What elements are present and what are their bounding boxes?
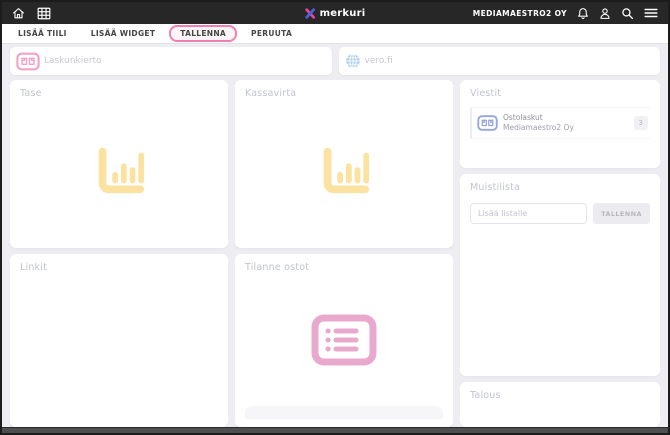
- viestit-item-title: Ostolaskut: [503, 113, 543, 122]
- shortcut-label: vero.fi: [364, 56, 393, 66]
- logo-text: merkuri: [319, 7, 366, 19]
- widget-title: Tilanne ostot: [245, 262, 310, 273]
- bottom-window-edge: [2, 427, 668, 433]
- search-icon[interactable]: [621, 7, 634, 20]
- list-icon: [311, 314, 377, 365]
- widget-muistilista[interactable]: Muistilista TALLENNA: [460, 174, 660, 376]
- invoice-icon: [477, 115, 498, 131]
- globe-icon: [345, 53, 360, 69]
- invoice-circulation-icon: [16, 52, 40, 70]
- menu-item-tallenna[interactable]: TALLENNA: [169, 25, 238, 42]
- merkuri-logo-icon: [305, 7, 316, 19]
- menu-item-lisaa-widget[interactable]: LISÄÄ WIDGET: [90, 29, 156, 38]
- widget-title: Talous: [470, 390, 501, 401]
- user-profile-icon[interactable]: [599, 7, 611, 20]
- viestit-item-subtitle: Mediamaestro2 Oy: [503, 123, 574, 133]
- shortcut-row: Laskunkierto vero.fi: [10, 47, 660, 75]
- unread-count-badge: 3: [633, 116, 648, 131]
- shortcut-label: Laskunkierto: [44, 56, 102, 66]
- muistilista-input[interactable]: [470, 203, 587, 224]
- widget-tase[interactable]: Tase: [10, 80, 228, 248]
- bar-chart-icon: [98, 147, 145, 193]
- company-name[interactable]: MEDIAMAESTRO2 OY: [472, 8, 567, 18]
- shortcut-verofi[interactable]: vero.fi: [338, 47, 660, 75]
- menu-item-peruuta[interactable]: PERUUTA: [251, 29, 293, 38]
- widget-title: Tase: [20, 88, 42, 99]
- topbar: merkuri MEDIAMAESTRO2 OY: [2, 2, 668, 24]
- muistilista-save-button[interactable]: TALLENNA: [593, 203, 650, 224]
- app-logo[interactable]: merkuri: [305, 8, 366, 19]
- edit-menubar: LISÄÄ TIILI LISÄÄ WIDGET TALLENNA PERUUT…: [2, 24, 668, 44]
- widget-title: Linkit: [20, 262, 48, 273]
- widget-tilanne-ostot[interactable]: Tilanne ostot: [235, 254, 453, 427]
- widget-linkit[interactable]: Linkit: [10, 254, 228, 427]
- shortcut-laskunkierto[interactable]: Laskunkierto: [10, 47, 332, 75]
- widget-viestit[interactable]: Viestit Ostolaskut Mediamaestro2 Oy 3: [460, 80, 660, 168]
- menu-item-lisaa-tiili[interactable]: LISÄÄ TIILI: [18, 29, 67, 38]
- home-icon[interactable]: [12, 7, 25, 20]
- widget-title: Viestit: [470, 88, 502, 99]
- widget-title: Muistilista: [470, 182, 521, 193]
- widget-grid: Tase Linkit: [10, 80, 660, 427]
- viestit-item-ostolaskut[interactable]: Ostolaskut Mediamaestro2 Oy 3: [470, 107, 650, 140]
- bar-chart-icon: [323, 147, 370, 193]
- hamburger-menu-icon[interactable]: [644, 7, 658, 19]
- widget-talous[interactable]: Talous: [460, 382, 660, 427]
- notifications-bell-icon[interactable]: [577, 7, 589, 20]
- widget-kassavirta[interactable]: Kassavirta: [235, 80, 453, 248]
- dashboard-content: Laskunkierto vero.fi: [2, 44, 668, 427]
- grid-icon[interactable]: [37, 7, 51, 20]
- widget-title: Kassavirta: [245, 88, 297, 99]
- tilanne-ostot-footer: [245, 406, 443, 419]
